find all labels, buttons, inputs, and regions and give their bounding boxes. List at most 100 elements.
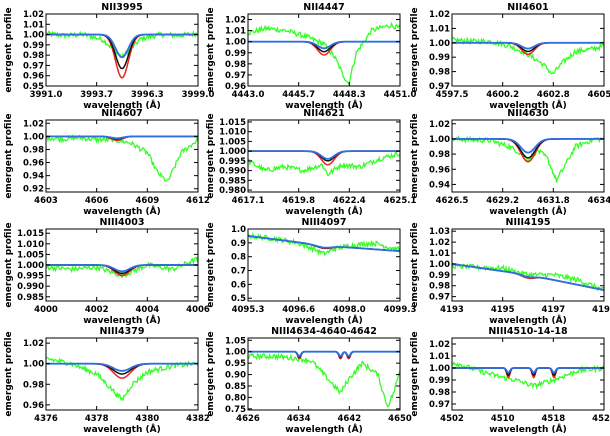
y-tick-label: 1.02 bbox=[23, 339, 44, 349]
y-tick-label: 1.02 bbox=[429, 238, 450, 248]
model-profile-black bbox=[46, 33, 198, 70]
y-tick-label: 0.99 bbox=[429, 271, 450, 281]
y-tick-label: 1.000 bbox=[17, 261, 44, 271]
y-tick-label: 1.00 bbox=[23, 132, 44, 142]
y-tick-label: 0.96 bbox=[23, 72, 44, 82]
panel: 4193 4195 4197 4199 1.031.021.011.000.990.98… bbox=[410, 217, 610, 326]
x-axis-label: wavelength (Å) bbox=[489, 424, 566, 435]
y-tick-label: 0.97 bbox=[23, 61, 44, 71]
model-profile-blue bbox=[248, 350, 400, 358]
model-profile-blue bbox=[452, 263, 604, 291]
y-tick-label: 1.02 bbox=[429, 340, 450, 350]
y-tick-label: 1.00 bbox=[225, 348, 246, 358]
y-tick-label: 0.95 bbox=[225, 359, 246, 369]
x-tick-label: 4502 bbox=[440, 414, 464, 424]
panel: 4603 4606 4609 4612 1.02 1.00 0.98 0.96 0.94 0.92… bbox=[4, 108, 210, 217]
x-axis-label: wavelength (Å) bbox=[83, 424, 160, 435]
y-axis-label: emergent profile bbox=[410, 331, 420, 416]
x-tick-label: 3999.0 bbox=[182, 90, 215, 100]
x-tick-label: 4617.1 bbox=[232, 196, 265, 206]
plot-area bbox=[452, 361, 604, 390]
y-tick-label: 0.99 bbox=[429, 376, 450, 386]
x-tick-label: 4378 bbox=[85, 414, 109, 424]
y-tick-label: 0.80 bbox=[225, 393, 246, 403]
x-tick-label: 4380 bbox=[135, 414, 159, 424]
x-tick-label: 4631.8 bbox=[537, 196, 570, 206]
model-profile-blue bbox=[46, 264, 198, 273]
y-tick-label: 0.96 bbox=[23, 159, 44, 169]
y-tick-label: 1.02 bbox=[23, 10, 44, 20]
y-tick-label: 0.94 bbox=[23, 172, 44, 182]
y-tick-label: 0.97 bbox=[429, 293, 450, 303]
panel-title: NII4447 bbox=[303, 2, 344, 13]
x-axis-label: wavelength (Å) bbox=[489, 100, 566, 111]
axes-frame bbox=[45, 119, 199, 193]
panel: 4626.5 4629.2 4631.8 4634.5 1.02 1.00 0.98 0.96… bbox=[410, 108, 610, 217]
y-tick-label: 1.01 bbox=[23, 20, 44, 30]
x-tick-label: 4606 bbox=[85, 196, 109, 206]
model-profile-blue bbox=[452, 41, 604, 50]
y-tick-label: 1.010 bbox=[17, 240, 44, 250]
axes-frame bbox=[247, 13, 401, 87]
y-tick-label: 0.96 bbox=[23, 401, 44, 411]
panel-title: NIII4634-4640-4642 bbox=[271, 326, 377, 337]
y-tick-label: 1.00 bbox=[429, 364, 450, 374]
x-tick-label: 4199 bbox=[592, 305, 610, 315]
y-tick-label: 1.00 bbox=[429, 39, 450, 49]
plot-area bbox=[452, 36, 604, 75]
x-tick-label: 4602.8 bbox=[537, 90, 570, 100]
axes-frame bbox=[451, 337, 605, 411]
x-tick-label: 4445.7 bbox=[282, 90, 315, 100]
x-tick-label: 4629.2 bbox=[486, 196, 519, 206]
panel: 4000 4002 4004 40061.0151.0101.0051.0000.99… bbox=[4, 217, 210, 326]
axes-frame bbox=[451, 228, 605, 302]
x-tick-label: 4451.0 bbox=[384, 90, 417, 100]
x-axis-label: wavelength (Å) bbox=[285, 206, 362, 217]
plot-area bbox=[46, 134, 198, 182]
plot-area bbox=[46, 356, 198, 402]
y-tick-label: 1.03 bbox=[429, 227, 450, 237]
x-tick-label: 4605.5 bbox=[588, 90, 610, 100]
x-tick-label: 4634.5 bbox=[588, 196, 610, 206]
panel: 4443.0 4445.7 4448.3 4451.0 1.021.011.000.99… bbox=[206, 2, 416, 111]
x-tick-label: 4626 bbox=[236, 414, 260, 424]
x-tick-label: 3996.3 bbox=[131, 90, 164, 100]
axes-frame bbox=[45, 13, 199, 87]
panel: 4095.3 4096.6 4098.0 4099.3 1.0 0.9 0.8 0.7 0.6 0… bbox=[206, 217, 416, 326]
observed-spectrum-line bbox=[248, 352, 400, 408]
x-tick-label: 4376 bbox=[34, 414, 58, 424]
x-tick-label: 4382 bbox=[186, 414, 210, 424]
axes-frame bbox=[247, 228, 401, 302]
y-tick-label: 0.98 bbox=[429, 282, 450, 292]
y-tick-label: 0.990 bbox=[17, 282, 44, 292]
axes-frame bbox=[247, 337, 401, 411]
panel-title: NII4607 bbox=[101, 108, 142, 119]
y-axis-label: emergent profile bbox=[4, 113, 14, 198]
y-tick-label: 1.005 bbox=[219, 137, 246, 147]
y-tick-label: 0.98 bbox=[23, 51, 44, 61]
plot-area bbox=[452, 262, 604, 292]
x-axis-label: wavelength (Å) bbox=[83, 100, 160, 111]
x-tick-label: 4098.0 bbox=[333, 305, 366, 315]
x-axis-label: wavelength (Å) bbox=[489, 206, 566, 217]
x-tick-label: 4004 bbox=[135, 305, 159, 315]
plot-area bbox=[248, 150, 400, 177]
x-tick-label: 4099.3 bbox=[384, 305, 417, 315]
axes-frame bbox=[45, 337, 199, 411]
y-tick-label: 0.98 bbox=[429, 68, 450, 78]
x-tick-label: 4518 bbox=[541, 414, 565, 424]
model-profile-blue bbox=[46, 33, 198, 59]
plot-area bbox=[46, 256, 198, 279]
plot-area bbox=[248, 21, 400, 86]
x-tick-label: 4000 bbox=[34, 305, 58, 315]
model-profile-blue bbox=[46, 135, 198, 140]
y-tick-label: 0.90 bbox=[225, 371, 246, 381]
y-axis-label: emergent profile bbox=[4, 7, 14, 92]
y-tick-label: 1.00 bbox=[225, 38, 246, 48]
observed-spectrum-line bbox=[452, 262, 604, 292]
panel-title: NIII4510-14-18 bbox=[488, 326, 568, 337]
x-tick-label: 4443.0 bbox=[232, 90, 265, 100]
y-axis-label: emergent profile bbox=[410, 222, 420, 307]
panel-title: NII4621 bbox=[303, 108, 344, 119]
x-tick-label: 4526 bbox=[592, 414, 610, 424]
